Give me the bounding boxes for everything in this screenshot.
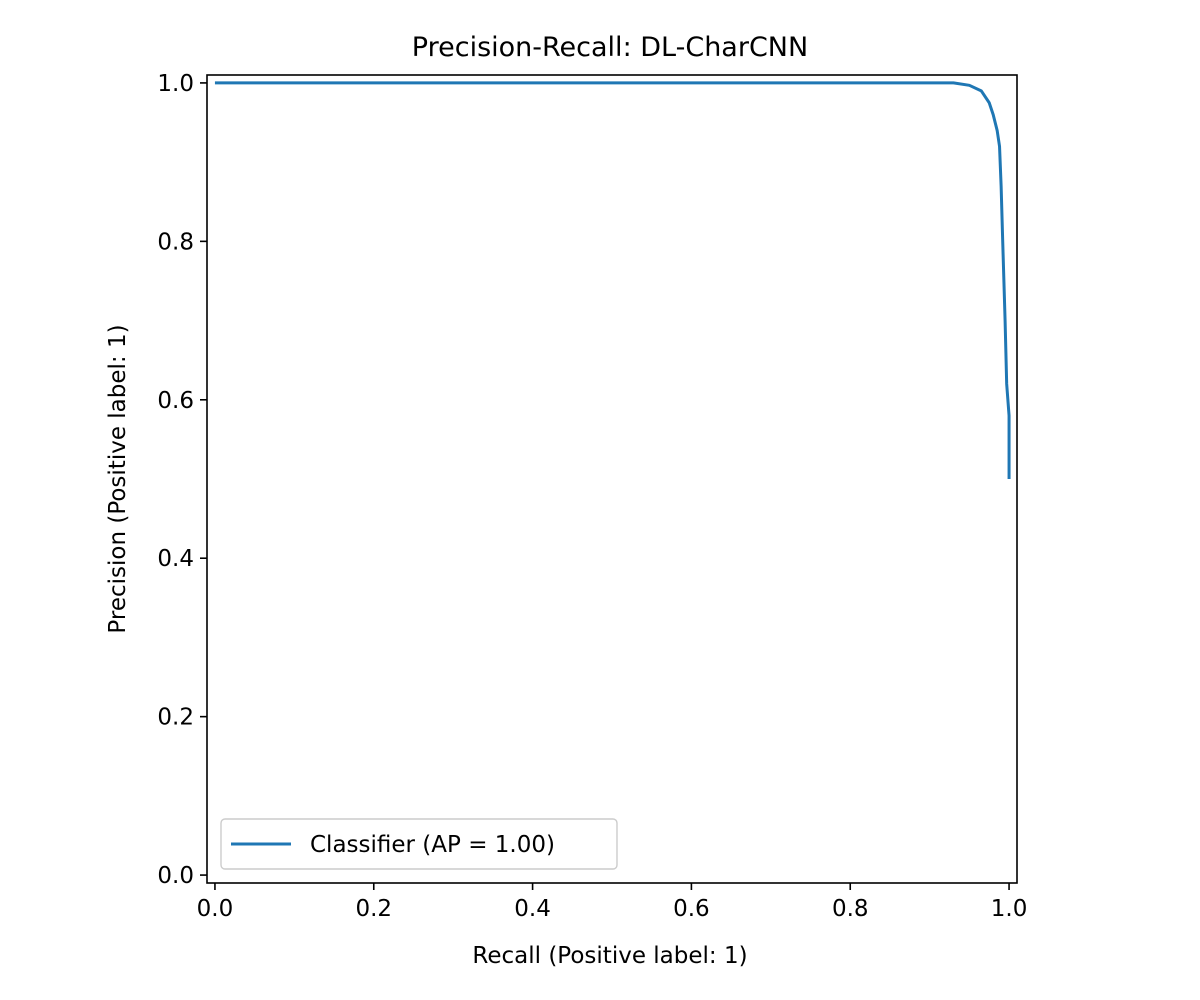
x-tick-label: 1.0 [991, 896, 1028, 922]
chart-title: Precision-Recall: DL-CharCNN [412, 32, 808, 63]
x-axis-ticks: 0.0 0.2 0.4 0.6 0.8 1.0 [197, 883, 1028, 922]
x-tick-label: 0.8 [832, 896, 869, 922]
legend-box [220, 818, 618, 870]
x-tick-label: 0.6 [673, 896, 710, 922]
y-tick-label: 0.4 [157, 546, 194, 572]
y-tick-label: 1.0 [157, 71, 194, 97]
x-axis-label: Recall (Positive label: 1) [472, 943, 747, 969]
y-tick-label: 0.6 [157, 388, 194, 414]
y-axis-label: Precision (Positive label: 1) [105, 324, 131, 633]
series-line-classifier [214, 81, 1011, 479]
x-tick-label: 0.2 [355, 896, 392, 922]
legend: Classifier (AP = 1.00) [220, 818, 618, 870]
legend-label: Classifier (AP = 1.00) [310, 832, 555, 858]
y-tick-label: 0.2 [157, 705, 194, 731]
y-axis-ticks: 0.0 0.2 0.4 0.6 0.8 1.0 [157, 71, 207, 889]
x-tick-label: 0.4 [514, 896, 551, 922]
y-tick-label: 0.8 [157, 229, 194, 255]
series-layer [214, 81, 1011, 479]
y-tick-label: 0.0 [157, 863, 194, 889]
x-tick-label: 0.0 [197, 896, 234, 922]
axes-frame [206, 74, 1018, 884]
